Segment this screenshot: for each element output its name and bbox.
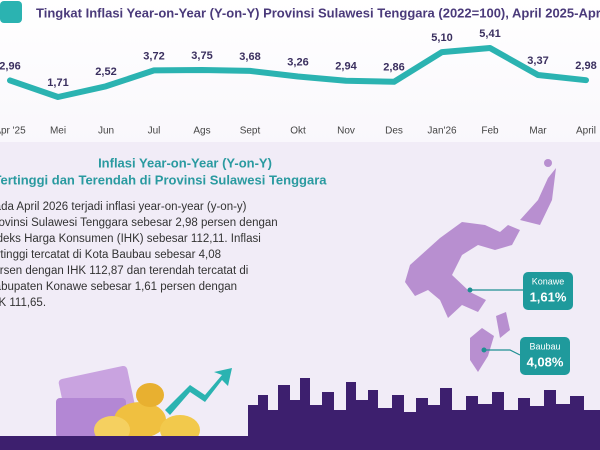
x-tick-label: Apr '25 <box>0 126 26 137</box>
callout-box <box>523 272 573 310</box>
x-tick-label: Mar <box>529 126 547 137</box>
map-mainland <box>405 222 520 318</box>
callout-dot <box>467 287 473 293</box>
x-tick-label: Okt <box>290 126 306 137</box>
data-label: 2,98 <box>575 60 596 72</box>
data-label: 3,26 <box>287 56 308 68</box>
callout-box <box>520 337 570 375</box>
map-island <box>544 159 552 167</box>
paragraph-line: persen dengan IHK 112,87 dan terendah te… <box>0 265 248 277</box>
x-tick-label: April <box>576 126 596 137</box>
data-label: 2,52 <box>95 66 116 78</box>
x-tick-label: Jan'26 <box>427 126 457 137</box>
data-label: 5,10 <box>431 32 452 44</box>
x-tick-label: Jun <box>98 126 114 137</box>
data-label: 3,37 <box>527 55 548 67</box>
callout-value: 1,61% <box>530 289 567 304</box>
paragraph-line: Provinsi Sulawesi Tenggara sebesar 2,98 … <box>0 217 278 229</box>
data-label: 1,71 <box>47 77 68 89</box>
data-label: 2,86 <box>383 62 404 74</box>
paragraph-line: tertinggi tercatat di Kota Baubau sebesa… <box>0 249 221 261</box>
chart-title: Tingkat Inflasi Year-on-Year (Y-on-Y) Pr… <box>36 5 600 20</box>
x-tick-label: Nov <box>337 126 355 137</box>
panel-heading: Inflasi Year-on-Year (Y-on-Y) <box>98 155 272 170</box>
data-label: 3,72 <box>143 50 164 62</box>
callouts: Konawe 1,61% Baubau 4,08% <box>467 272 573 375</box>
paragraph-line: Indeks Harga Konsumen (IHK) sebesar 112,… <box>0 233 261 245</box>
paragraph: Pada April 2026 terjadi inflasi year-on-… <box>0 201 278 309</box>
callout-label: Baubau <box>529 341 560 351</box>
title-icon <box>0 1 22 23</box>
map-north <box>520 168 556 225</box>
data-label: 3,75 <box>191 50 212 62</box>
data-label: 2,96 <box>0 60 21 72</box>
callout-value: 4,08% <box>527 354 564 369</box>
skyline <box>248 378 600 450</box>
x-tick-label: Sept <box>240 126 261 137</box>
paragraph-line: Pada April 2026 terjadi inflasi year-on-… <box>0 201 247 213</box>
paragraph-line: IHK 111,65. <box>0 297 46 309</box>
panel-heading: Tertinggi dan Terendah di Provinsi Sulaw… <box>0 172 327 187</box>
map-island <box>496 312 510 338</box>
line-chart: 2,96 1,71 2,52 3,72 3,75 3,68 3,26 2,94 2,86 5,10… <box>0 28 597 137</box>
x-tick-label: Mei <box>50 126 66 137</box>
x-tick-label: Feb <box>481 126 499 137</box>
data-line <box>7 45 589 100</box>
x-tick-label: Des <box>385 126 403 137</box>
x-tick-label: Jul <box>148 126 161 137</box>
data-label: 5,41 <box>479 28 500 40</box>
data-label: 2,94 <box>335 61 357 73</box>
callout-label: Konawe <box>532 276 565 286</box>
callout-dot <box>481 347 487 353</box>
data-label: 3,68 <box>239 51 260 63</box>
callout-leader <box>484 349 521 356</box>
x-tick-label: Ags <box>193 126 210 137</box>
paragraph-line: Kabupaten Konawe sebesar 1,61 persen den… <box>0 281 237 293</box>
base-strip <box>0 436 250 450</box>
